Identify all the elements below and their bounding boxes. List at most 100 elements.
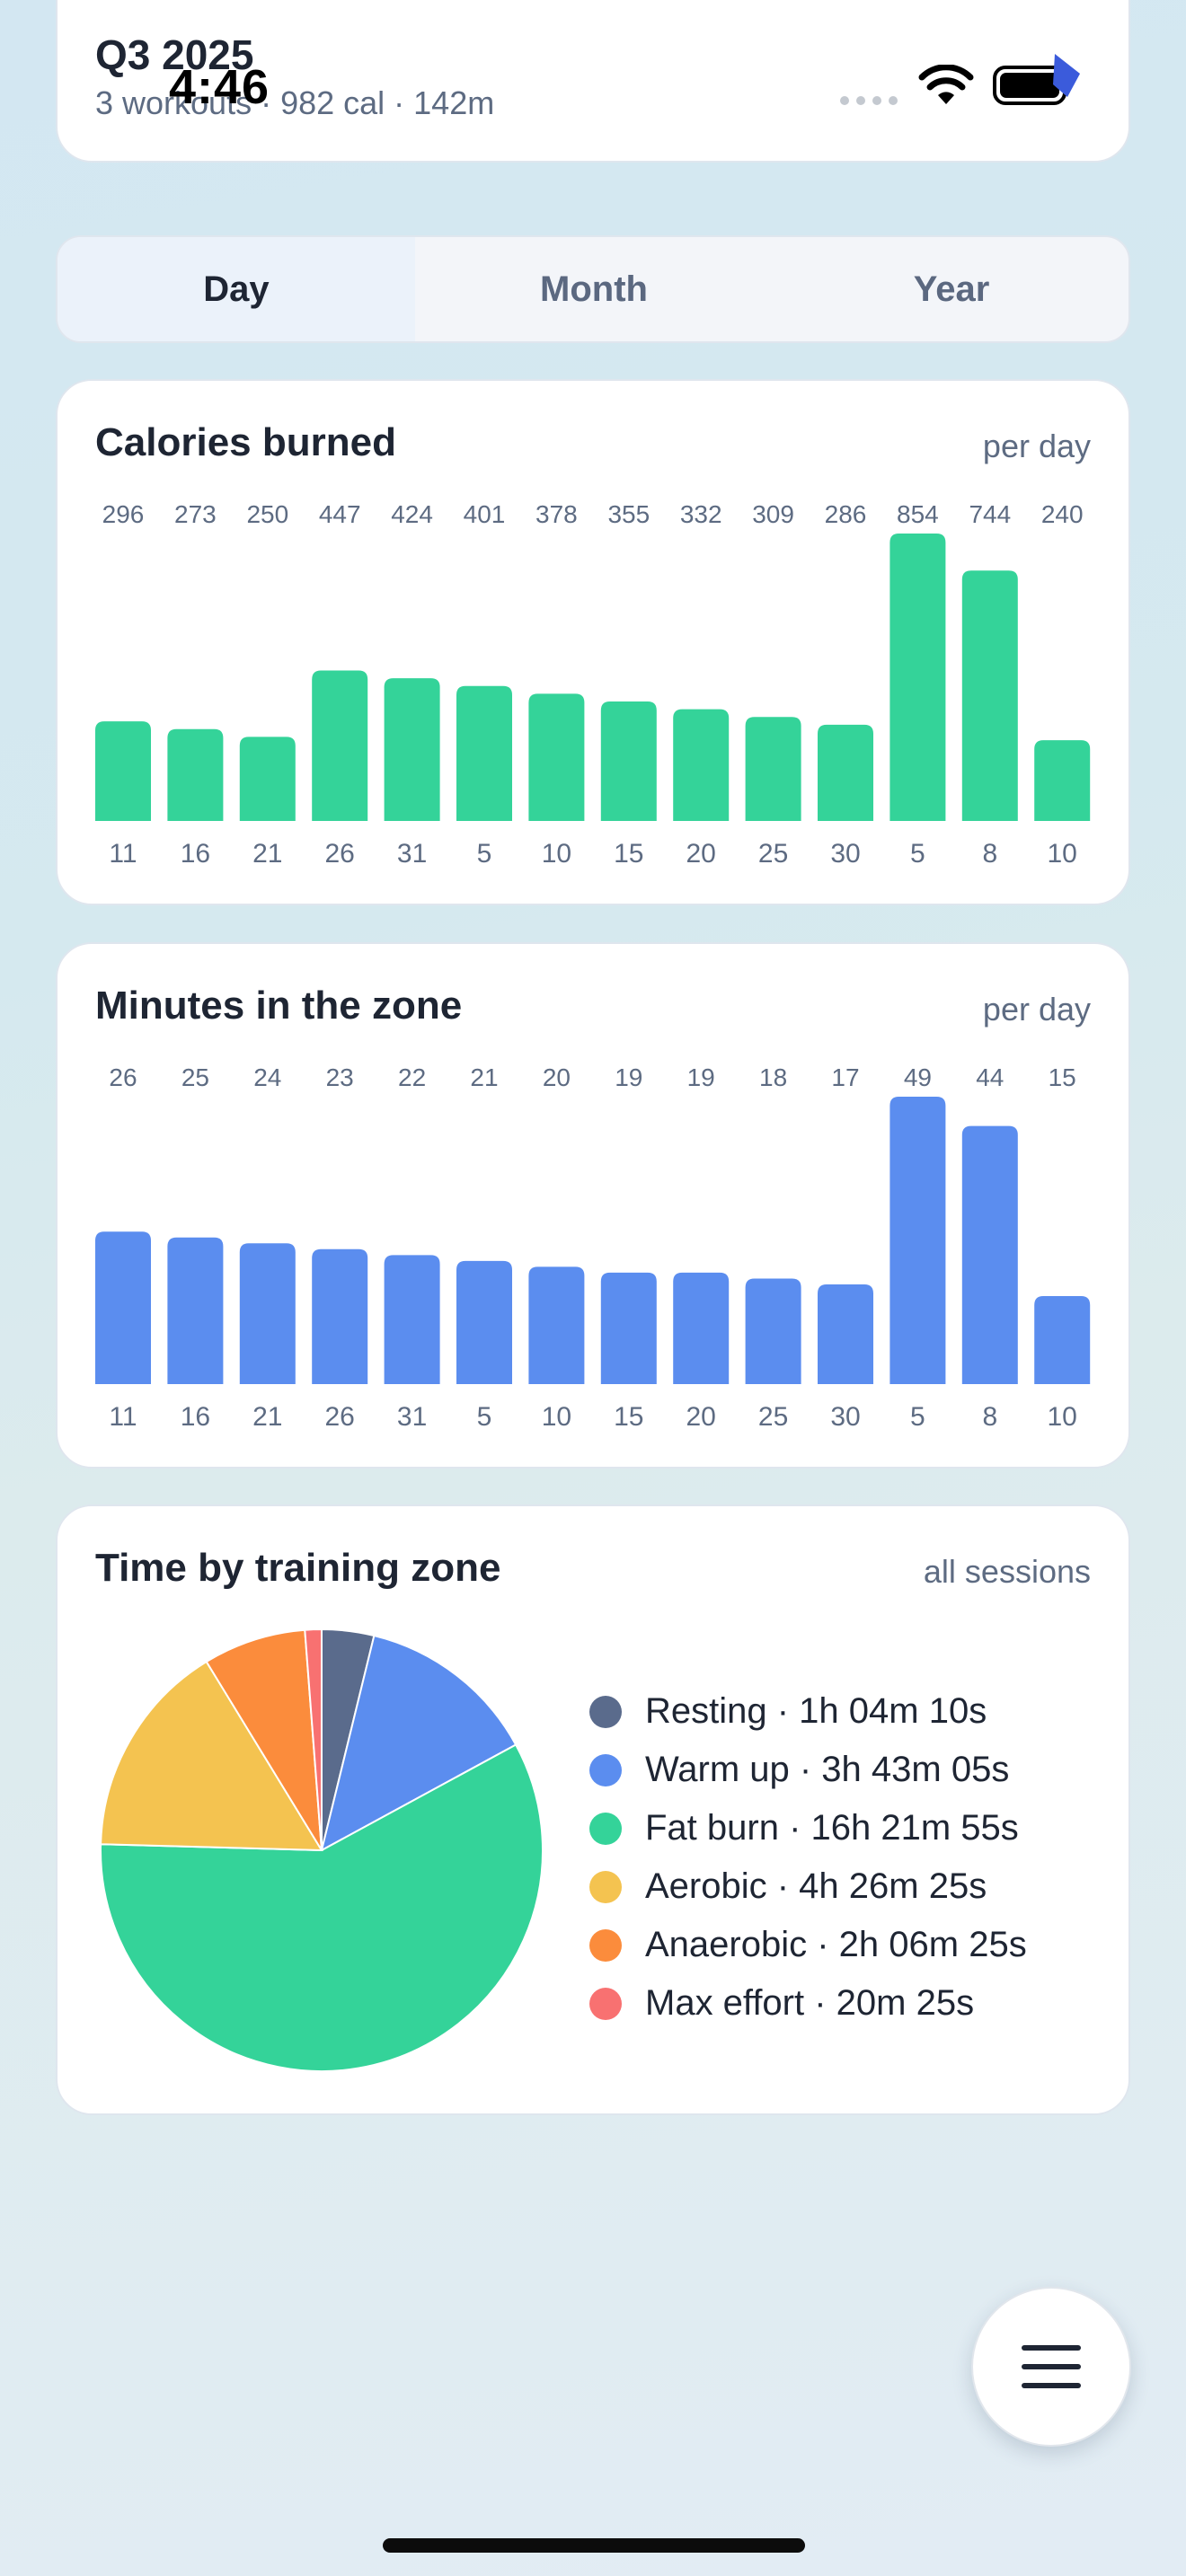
calories-bar — [1034, 740, 1091, 821]
zone-value-label: 26 — [109, 1063, 137, 1091]
calories-x-tick-label: 15 — [614, 839, 643, 869]
zone-bar — [239, 1243, 296, 1384]
calories-value-label: 447 — [319, 500, 361, 528]
zone-x-tick-label: 15 — [614, 1402, 643, 1432]
legend-label: Resting · 1h 04m 10s — [645, 1691, 987, 1731]
zone-chart-note: per day — [982, 991, 1091, 1028]
legend-label: Anaerobic · 2h 06m 25s — [645, 1925, 1027, 1964]
zone-value-label: 18 — [759, 1063, 787, 1091]
legend-label: Fat burn · 16h 21m 55s — [645, 1808, 1019, 1848]
zone-x-tick-label: 10 — [542, 1402, 571, 1432]
calories-bar — [456, 685, 512, 821]
zone-x-tick-label: 11 — [109, 1402, 137, 1432]
zone-bar — [818, 1284, 873, 1384]
location-arrow-icon — [1053, 54, 1080, 97]
calories-x-tick-label: 5 — [477, 839, 492, 869]
zone-x-tick-label: 8 — [982, 1402, 997, 1432]
calories-x-tick-label: 26 — [325, 839, 355, 869]
zone-bar — [961, 1125, 1018, 1384]
zone-bar — [673, 1272, 730, 1384]
zone-value-label: 17 — [831, 1063, 859, 1091]
calories-value-label: 240 — [1041, 500, 1084, 528]
zone-x-tick-label: 16 — [181, 1402, 210, 1432]
calories-x-tick-label: 31 — [397, 839, 427, 869]
period-summary: 3 workouts · 982 cal · 142m — [95, 84, 495, 121]
calories-bar — [312, 670, 368, 821]
calories-x-tick-label: 10 — [542, 839, 571, 869]
zone-bar — [384, 1255, 440, 1384]
calories-chart-title: Calories burned — [95, 420, 396, 464]
calories-x-tick-label: 11 — [109, 839, 137, 869]
zone-x-tick-label: 10 — [1048, 1402, 1077, 1432]
pie-slice — [320, 1634, 518, 1852]
zone-bar — [528, 1266, 585, 1384]
calories-bar — [890, 534, 946, 821]
zone-bar — [312, 1248, 368, 1384]
calories-x-tick-label: 30 — [830, 839, 860, 869]
zone-value-label: 22 — [398, 1063, 426, 1091]
zone-value-label: 21 — [470, 1063, 498, 1091]
zone-value-label: 44 — [976, 1063, 1004, 1091]
wifi-icon — [918, 65, 974, 104]
zone-value-label: 25 — [181, 1063, 209, 1091]
calories-value-label: 309 — [752, 500, 794, 528]
legend-color-dot — [589, 1928, 622, 1962]
legend-item: Resting · 1h 04m 10s — [589, 1682, 1027, 1741]
pie-slice — [100, 1660, 323, 1852]
tab-year[interactable]: Year — [913, 269, 990, 309]
calories-value-label: 401 — [464, 500, 506, 528]
zone-x-tick-label: 25 — [758, 1402, 788, 1432]
calories-bar — [818, 724, 873, 821]
calories-chart-card: Calories burned per day 296 11 273 16 250 21 4… — [56, 379, 1130, 905]
calories-x-tick-label: 10 — [1048, 839, 1077, 869]
zone-bar — [600, 1272, 657, 1384]
training-zone-title: Time by training zone — [95, 1546, 501, 1590]
legend-item: Aerobic · 4h 26m 25s — [589, 1857, 1027, 1916]
legend-item: Max effort · 20m 25s — [589, 1974, 1027, 2033]
pie-slice — [205, 1628, 323, 1851]
legend-label: Max effort · 20m 25s — [645, 1983, 975, 2023]
calories-bar — [167, 728, 224, 821]
calories-bar — [745, 717, 801, 821]
zone-value-label: 15 — [1049, 1063, 1076, 1091]
zone-minutes-chart-card: Minutes in the zone per day 26 11 25 16 24 21… — [56, 942, 1130, 1469]
training-zone-legend: Resting · 1h 04m 10s Warm up · 3h 43m 05s… — [589, 1682, 1027, 2033]
tab-month[interactable]: Month — [540, 269, 648, 309]
zone-x-tick-label: 5 — [910, 1402, 925, 1432]
calories-x-tick-label: 5 — [910, 839, 925, 869]
period-tabs: Day Month Year — [56, 235, 1130, 343]
calories-bar-chart: 296 11 273 16 250 21 447 26 424 31 401 5 378 10 355 15 3… — [95, 500, 1091, 869]
zone-value-label: 19 — [687, 1063, 715, 1091]
calories-bar — [95, 721, 151, 821]
calories-value-label: 296 — [102, 500, 145, 528]
legend-color-dot — [589, 1812, 622, 1845]
calories-x-tick-label: 20 — [686, 839, 716, 869]
zone-value-label: 20 — [543, 1063, 571, 1091]
zone-value-label: 23 — [326, 1063, 354, 1091]
calories-value-label: 286 — [825, 500, 867, 528]
calories-x-tick-label: 8 — [982, 839, 997, 869]
calories-value-label: 250 — [246, 500, 288, 528]
status-time: 4:46 — [169, 60, 270, 114]
zone-x-tick-label: 30 — [830, 1402, 860, 1432]
pie-slice — [100, 1743, 544, 2072]
zone-x-tick-label: 20 — [686, 1402, 716, 1432]
zone-x-tick-label: 31 — [397, 1402, 427, 1432]
calories-value-label: 273 — [174, 500, 217, 528]
period-title: Q3 2025 — [95, 31, 254, 78]
cellular-signal-icon — [840, 96, 898, 105]
tab-day[interactable]: Day — [58, 237, 415, 341]
menu-button[interactable] — [971, 2287, 1131, 2447]
training-zone-card: Time by training zone all sessions Resti… — [56, 1504, 1130, 2115]
zone-value-label: 19 — [615, 1063, 642, 1091]
legend-color-dot — [589, 1695, 622, 1728]
zone-bar — [890, 1097, 946, 1384]
calories-bar — [673, 709, 730, 821]
zone-bar — [745, 1278, 801, 1384]
menu-icon — [1022, 2345, 1081, 2388]
zone-bar — [1034, 1296, 1091, 1384]
calories-x-tick-label: 25 — [758, 839, 788, 869]
training-zone-note: all sessions — [923, 1553, 1091, 1590]
zone-value-label: 24 — [253, 1063, 281, 1091]
calories-value-label: 854 — [897, 500, 939, 528]
